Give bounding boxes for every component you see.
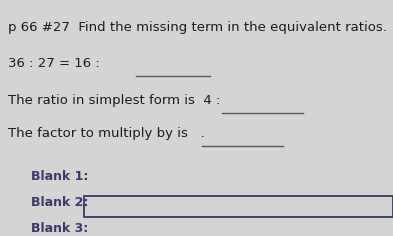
Text: p 66 #27  Find the missing term in the equivalent ratios.: p 66 #27 Find the missing term in the eq… [8, 21, 387, 34]
Text: Blank 2:: Blank 2: [31, 196, 89, 209]
Text: 36 : 27 = 16 :: 36 : 27 = 16 : [8, 57, 99, 70]
Text: Blank 1:: Blank 1: [31, 170, 89, 183]
Text: Blank 3:: Blank 3: [31, 222, 89, 235]
Text: The factor to multiply by is   .: The factor to multiply by is . [8, 127, 205, 140]
FancyBboxPatch shape [84, 196, 393, 217]
Text: The ratio in simplest form is  4 :: The ratio in simplest form is 4 : [8, 94, 220, 107]
